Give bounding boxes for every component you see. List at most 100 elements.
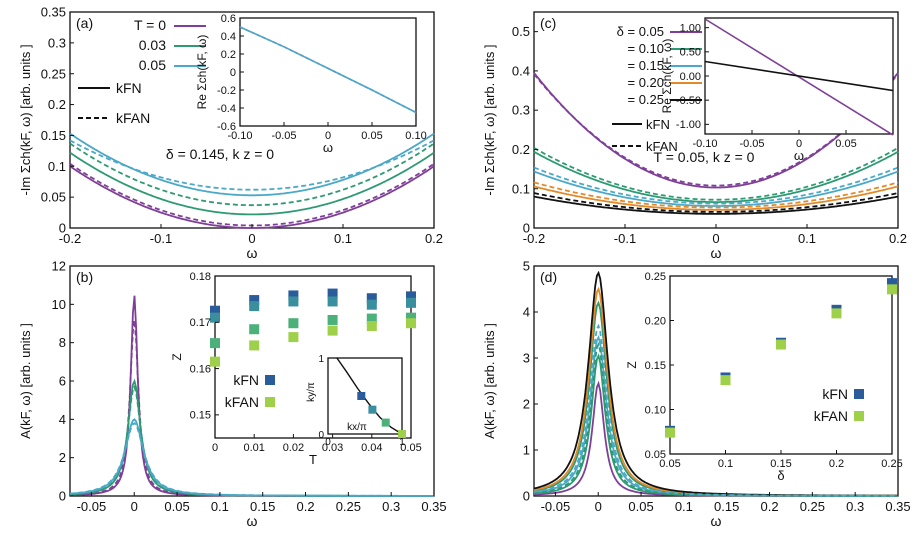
inset-legend-swatch — [854, 411, 864, 421]
x-tick-label: 0.05 — [164, 499, 189, 514]
x-axis-label: ω — [711, 513, 722, 529]
series-line — [69, 142, 435, 207]
inset-x-label: δ — [777, 468, 784, 483]
x-tick-label: 0.15 — [250, 499, 275, 514]
x-tick-label: 0.2 — [760, 499, 778, 514]
panel-d: -0.05 0 0.05 0.1 0.15 0.2 0.25 0.3 0.35 0 1 2 3 4 5 ω A(… — [482, 259, 911, 529]
y-tick-label: 0.5 — [512, 24, 530, 39]
subinset-y-tick: 0 — [318, 430, 324, 441]
inset-point — [288, 318, 299, 329]
x-tick-label: -0.2 — [59, 231, 81, 246]
x-axis-label: ω — [711, 245, 722, 261]
x-tick-label: 0.05 — [361, 130, 382, 142]
y-tick-label: 0 — [523, 489, 530, 504]
series-line — [69, 139, 435, 191]
y-tick-label: 4 — [59, 412, 66, 427]
x-tick-label: 0.35 — [885, 499, 910, 514]
y-tick-label: 0.4 — [221, 31, 236, 43]
panel-b: -0.05 0 0.05 0.1 0.15 0.2 0.25 0.3 0.35024681012… — [18, 259, 447, 529]
inset-point — [249, 324, 260, 335]
y-tick-label: -0.6 — [217, 121, 236, 133]
x-tick-label: -0.05 — [77, 499, 107, 514]
inset-point — [288, 296, 299, 307]
inset-legend-swatch — [265, 397, 275, 407]
y-tick-label: 1 — [523, 443, 530, 458]
subinset-point — [381, 418, 390, 427]
y-tick-label: -1.00 — [676, 119, 701, 131]
inset-point — [210, 312, 220, 323]
y-tick-label: 0.1 — [512, 181, 530, 196]
subinset-y-label: ky/π — [306, 382, 317, 402]
y-tick-label: 0.25 — [645, 271, 666, 283]
y-tick-label: 10 — [52, 297, 66, 312]
inset-legend-label: kFAN — [225, 394, 259, 410]
x-tick-label: -0.2 — [523, 231, 545, 246]
panel-label: (d) — [540, 269, 557, 285]
inset-point — [210, 305, 220, 316]
x-tick-label: 0.04 — [361, 442, 382, 454]
y-axis-label: A(kF, ω) [arb. units ] — [482, 323, 497, 439]
inset-legend-label: kFAN — [814, 408, 848, 424]
y-tick-label: 0.16 — [190, 363, 211, 375]
series-line — [533, 73, 899, 187]
inset-a: -0.10 -0.05 0 0.05 0.10 -0.6 -0.4 -0.2 0 0.2 0.4 0.… — [195, 13, 427, 155]
inset-point — [327, 325, 338, 336]
inset-legend-label: kFN — [233, 372, 259, 388]
inset-point — [366, 293, 377, 304]
x-tick-label: 0.05 — [835, 138, 856, 150]
x-tick-label: 0.3 — [846, 499, 864, 514]
y-tick-label: 0.50 — [680, 47, 701, 59]
inset-point — [887, 284, 897, 295]
inset-point — [366, 299, 377, 310]
inset-point — [249, 295, 260, 306]
inset-line — [704, 18, 894, 136]
y-tick-label: 8 — [59, 335, 66, 350]
y-tick-label: 0.05 — [41, 190, 66, 205]
inset-c: -0.10 -0.05 0 0.05 -1.00 -0.50 0.00 0.50 1.00 ω Re… — [660, 17, 894, 163]
legend-style-label: kFAN — [646, 139, 678, 154]
y-tick-label: 0.18 — [190, 271, 211, 283]
legend-style-label: kFN — [646, 117, 670, 132]
y-tick-label: 0.2 — [48, 97, 66, 112]
y-tick-label: 0.1 — [48, 159, 66, 174]
inset-point — [327, 288, 338, 299]
y-tick-label: 0.00 — [680, 71, 701, 83]
legend-label: T = 0 — [134, 17, 166, 33]
legend-label: = 0.20 — [627, 75, 664, 90]
inset-point — [249, 340, 260, 351]
x-tick-label: 0.05 — [628, 499, 653, 514]
series-line — [69, 151, 435, 216]
inset-y-label: Z — [170, 353, 184, 360]
x-tick-label: 0.03 — [322, 442, 343, 454]
x-tick-label: 0.05 — [400, 442, 421, 454]
x-tick-label: 0.10 — [405, 130, 426, 142]
x-tick-label: 0.25 — [881, 458, 902, 470]
subinset-point — [368, 405, 377, 414]
y-axis-label: -Im Σch(kF, ω) [arb. units ] — [482, 44, 497, 195]
inset-point — [406, 291, 416, 302]
y-tick-label: -0.4 — [217, 103, 236, 115]
x-tick-label: 0.25 — [336, 499, 361, 514]
subinset-x-tick: 1 — [399, 437, 405, 448]
inset-b: 0 0.01 0.02 0.03 0.04 0.05 0.15 0.16 0.17 0.18 T Zk… — [170, 271, 422, 467]
inset-point — [831, 308, 842, 319]
x-tick-label: 0.2 — [425, 231, 443, 246]
x-tick-label: -0.05 — [739, 138, 764, 150]
legend-style-label: kFAN — [116, 110, 150, 126]
inset-frame — [239, 17, 417, 127]
y-tick-label: 0.15 — [190, 410, 211, 422]
legend-label: 0.05 — [139, 57, 166, 73]
legend-label: = 0.25 — [627, 92, 664, 107]
series-line — [533, 323, 898, 497]
y-tick-label: 5 — [523, 259, 530, 274]
x-tick-label: 0.15 — [770, 458, 791, 470]
series-line — [533, 151, 899, 203]
y-tick-label: 0.25 — [41, 66, 66, 81]
panel-c: -0.2 -0.1 0 0.1 0.200.10.20.30.40.5ω-Im Σch(… — [482, 11, 907, 261]
x-tick-label: 0.2 — [889, 231, 907, 246]
inset-point — [366, 320, 377, 331]
inset-point — [366, 313, 377, 324]
y-tick-label: 0 — [59, 221, 66, 236]
legend-label: 0.03 — [139, 37, 166, 53]
